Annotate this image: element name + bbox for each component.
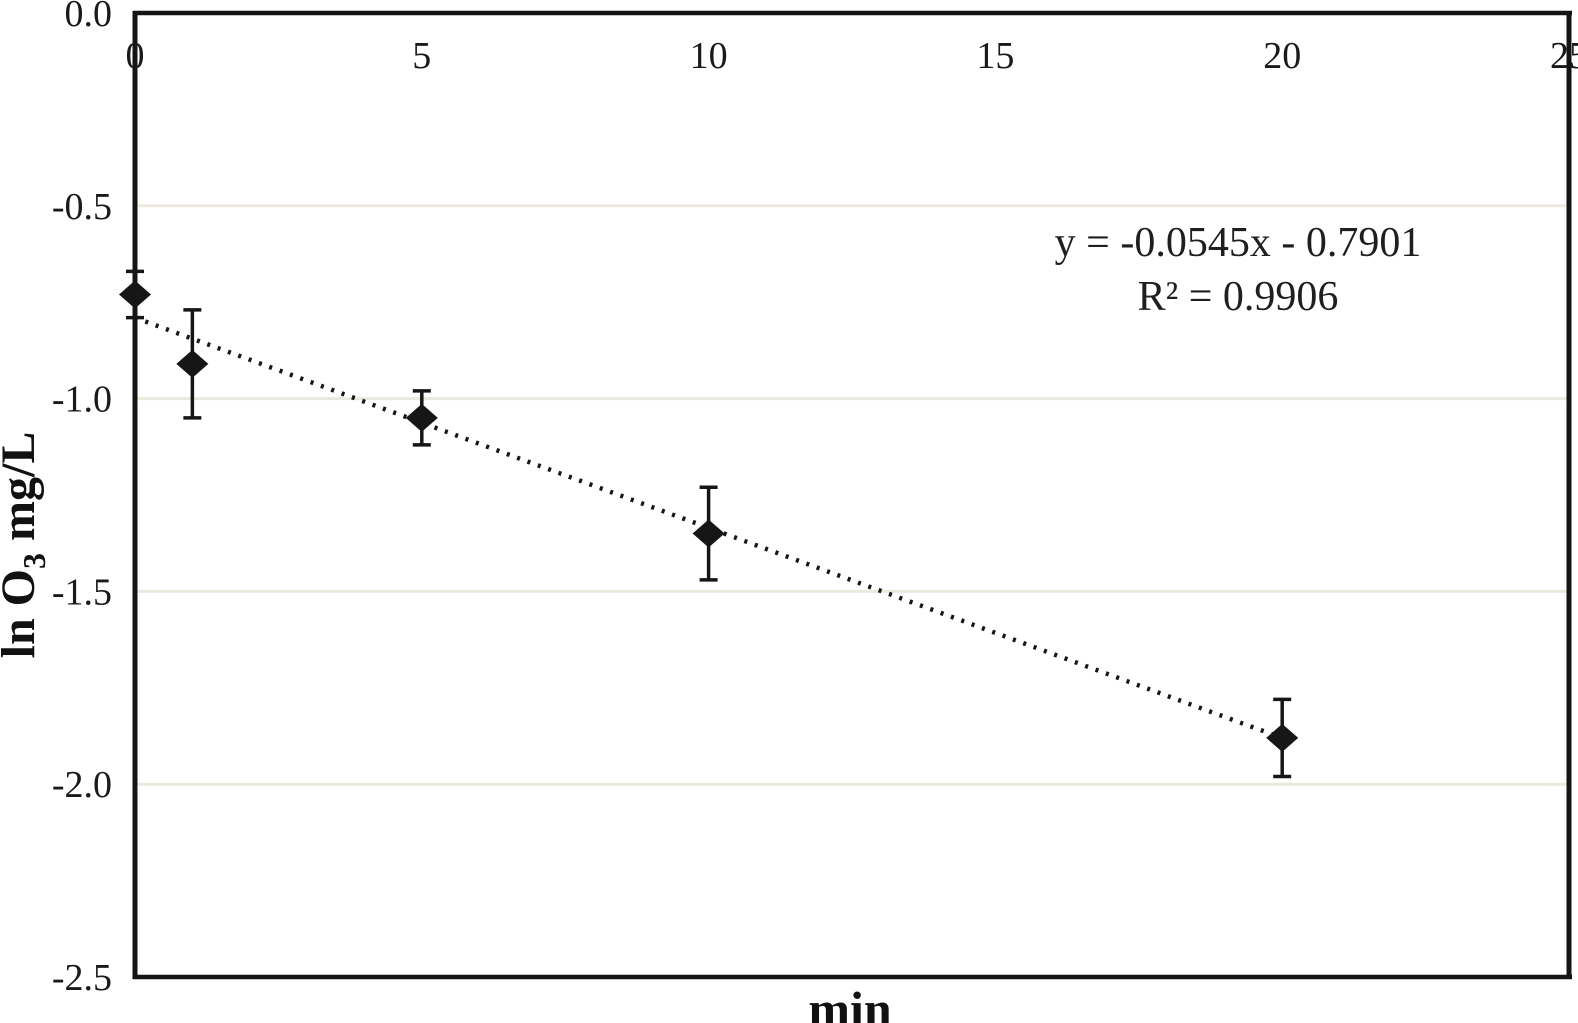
equation-text: y = -0.0545x - 0.7901 — [1054, 220, 1422, 266]
y-tick-label: -1.5 — [52, 571, 112, 613]
trendline-annotation: y = -0.0545x - 0.7901 R² = 0.9906 — [1055, 216, 1422, 324]
y-tick-label: -0.5 — [52, 186, 112, 228]
x-tick-label: 20 — [1263, 35, 1301, 77]
y-tick-label: 0.0 — [65, 0, 113, 35]
data-point-diamond — [119, 280, 151, 309]
data-point-diamond — [405, 403, 438, 432]
y-tick-label: -2.5 — [52, 957, 112, 999]
y-tick-label: -2.0 — [52, 764, 112, 806]
x-axis-title: min — [808, 981, 892, 1023]
data-point-diamond — [176, 349, 209, 378]
y-axis-title: ln O3 mg/L — [0, 432, 53, 659]
r-squared-text: R² = 0.9906 — [1137, 274, 1339, 320]
data-point-diamond — [1266, 723, 1299, 752]
x-tick-label: 10 — [690, 35, 728, 77]
y-tick-label: -1.0 — [52, 379, 112, 421]
data-point-diamond — [692, 519, 725, 548]
y-axis-title-subscript: 3 — [15, 552, 52, 569]
x-tick-label: 0 — [126, 35, 145, 77]
y-axis-title-post: mg/L — [0, 431, 46, 541]
y-axis-title-pre: ln O — [0, 569, 46, 659]
x-tick-label: 25 — [1550, 35, 1578, 77]
x-tick-label: 15 — [976, 35, 1014, 77]
x-tick-label: 5 — [412, 35, 431, 77]
